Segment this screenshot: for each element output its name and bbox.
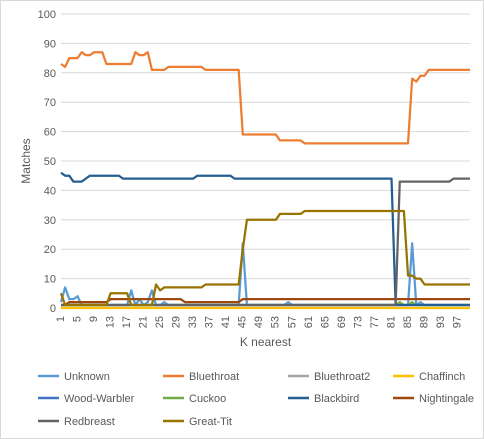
x-tick-label: 41	[220, 316, 232, 328]
x-tick-label: 45	[237, 316, 249, 328]
x-axis-title: K nearest	[240, 335, 292, 349]
y-tick-label: 80	[44, 68, 56, 80]
series-line-redbreast	[61, 177, 470, 307]
y-axis-title: Matches	[19, 138, 33, 183]
x-tick-label: 61	[303, 316, 315, 328]
x-tick-label: 53	[270, 316, 282, 328]
x-tick-label: 29	[171, 316, 183, 328]
series-lines	[59, 51, 470, 310]
x-tick-label: 85	[402, 316, 414, 328]
series-line-nightingale	[61, 298, 470, 307]
x-tick-label: 73	[352, 316, 364, 328]
x-tick-label: 89	[418, 316, 430, 328]
x-tick-label: 37	[204, 316, 216, 328]
x-tick-label: 13	[104, 316, 116, 328]
y-tick-label: 20	[44, 244, 56, 256]
y-tick-label: 60	[44, 127, 56, 139]
legend: Unknown Bluethroat Bluethroat2 Chaffinch Woo…	[38, 371, 474, 428]
x-tick-label: 5	[71, 316, 83, 322]
x-tick-label: 17	[121, 316, 133, 328]
x-tick-label: 33	[187, 316, 199, 328]
y-tick-label: 100	[38, 9, 56, 21]
x-tick-label: 25	[154, 316, 166, 328]
series-line-blackbird	[60, 171, 470, 307]
series-line-bluethroat	[60, 51, 470, 145]
x-tick-label: 9	[88, 316, 100, 322]
x-tick-label: 97	[452, 316, 464, 328]
legend-label: Wood-Warbler	[64, 393, 135, 405]
x-tick-label: 81	[385, 316, 397, 328]
x-tick-label: 57	[286, 316, 298, 328]
x-tick-label: 69	[336, 316, 348, 328]
x-tick-label: 1	[55, 316, 67, 322]
legend-label: Cuckoo	[189, 393, 226, 405]
x-axis-ticks: 1 5 9 13 17 21 25 29 33 37 41 45 49 53 57 61 65 69 73 77 81 8…	[55, 316, 464, 328]
legend-label: Blackbird	[314, 393, 359, 405]
x-tick-label: 93	[435, 316, 447, 328]
legend-label: Bluethroat2	[314, 371, 370, 383]
x-tick-label: 65	[319, 316, 331, 328]
gridlines	[61, 13, 470, 309]
y-axis-ticks: 0 10 20 30 40 50 60 70 80 90 100	[38, 9, 56, 315]
y-tick-label: 40	[44, 185, 56, 197]
y-tick-label: 0	[50, 303, 56, 315]
x-tick-label: 77	[369, 316, 381, 328]
x-tick-label: 21	[138, 316, 150, 328]
y-tick-label: 70	[44, 97, 56, 109]
legend-label: Unknown	[64, 371, 110, 383]
legend-label: Bluethroat	[189, 371, 239, 383]
legend-label: Great-Tit	[189, 416, 232, 428]
series-line-great-tit	[59, 209, 470, 307]
x-tick-label: 49	[253, 316, 265, 328]
y-tick-label: 10	[44, 274, 56, 286]
legend-label: Chaffinch	[419, 371, 465, 383]
legend-label: Nightingale	[419, 393, 474, 405]
y-tick-label: 30	[44, 215, 56, 227]
y-tick-label: 90	[44, 38, 56, 50]
legend-label: Redbreast	[64, 416, 115, 428]
y-tick-label: 50	[44, 156, 56, 168]
